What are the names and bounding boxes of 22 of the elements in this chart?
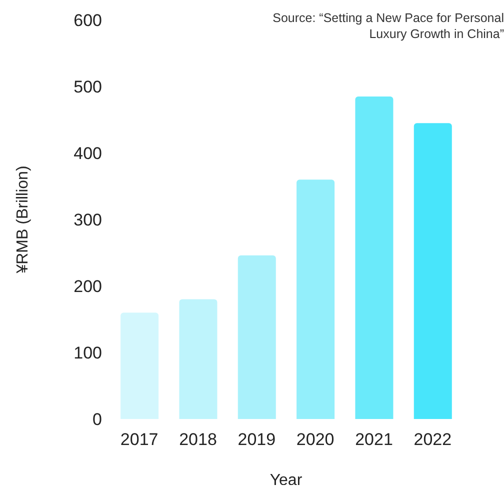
x-axis-title: Year: [270, 472, 303, 489]
y-tick-label: 400: [74, 144, 102, 164]
x-tick-label: 2018: [179, 430, 217, 450]
bar: [179, 299, 218, 419]
x-tick-label: 2022: [414, 430, 452, 450]
y-tick-label: 500: [74, 78, 102, 97]
x-tick-label: 2019: [238, 430, 276, 450]
y-axis-title: ¥RMB (Brillion): [14, 166, 32, 274]
bar: [238, 255, 276, 419]
y-tick-label: 200: [74, 277, 102, 296]
bar: [355, 96, 394, 419]
x-tick-label: 2017: [120, 430, 158, 450]
bar: [296, 180, 335, 419]
y-tick-label: 100: [74, 344, 102, 363]
y-tick-label: 0: [92, 410, 102, 430]
bar: [120, 312, 159, 419]
x-tick-label: 2021: [355, 430, 393, 450]
bar: [414, 123, 452, 419]
y-tick-label: 300: [74, 210, 102, 230]
annotation: Source: “Setting a New Pace for Personal Luxury Growth in China”: [272, 10, 504, 42]
x-tick-label: 2020: [296, 430, 334, 450]
y-tick-label: 600: [74, 11, 102, 30]
